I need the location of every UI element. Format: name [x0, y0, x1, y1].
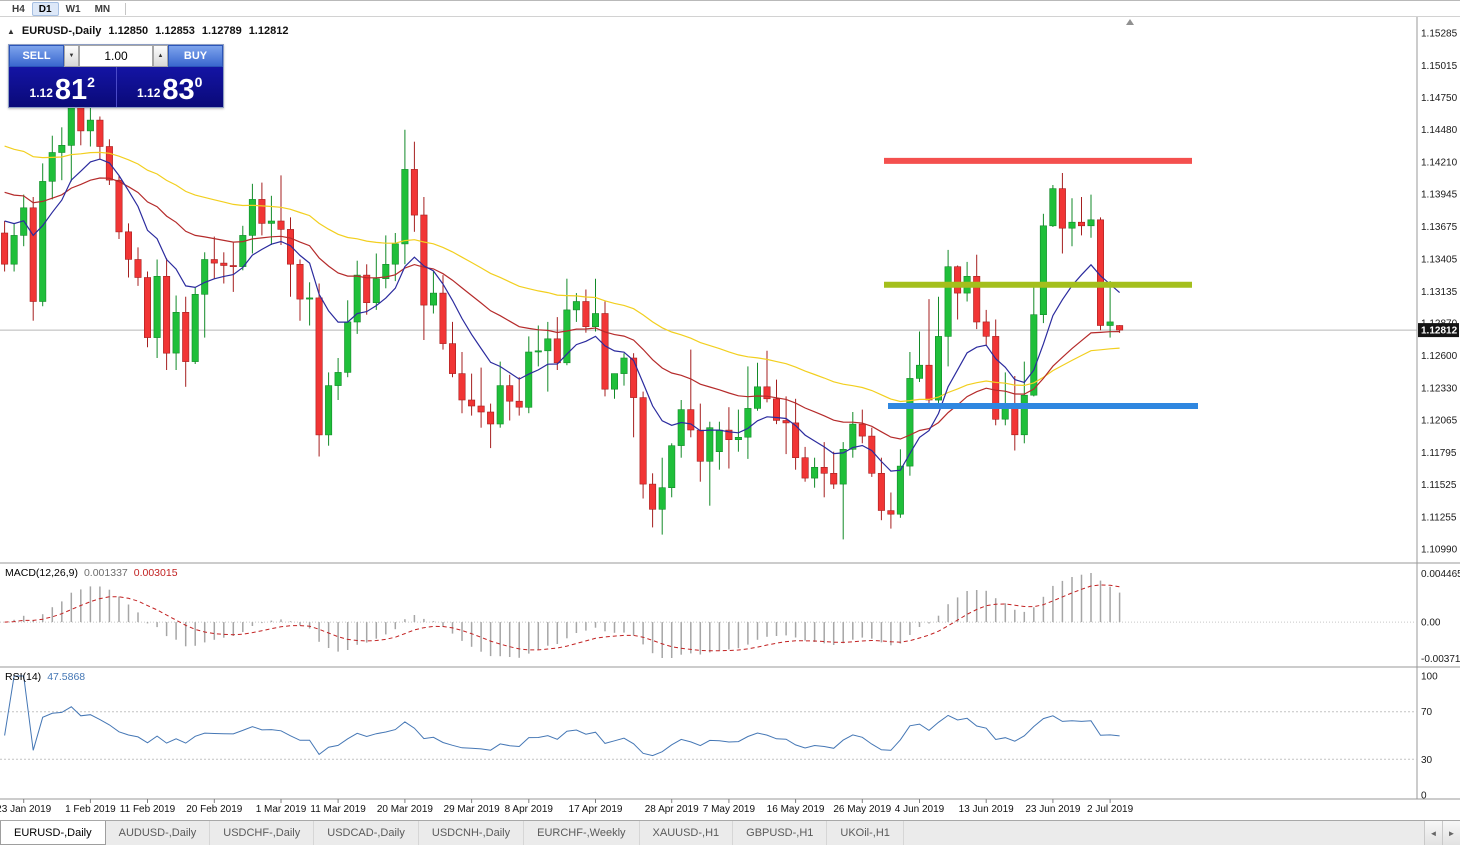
buy-price-display[interactable]: 1.12 83 0: [117, 67, 224, 107]
macd-signal-value: 0.003015: [133, 567, 178, 579]
svg-text:0.00: 0.00: [1421, 618, 1441, 629]
svg-text:11 Feb 2019: 11 Feb 2019: [120, 804, 176, 815]
svg-text:1 Feb 2019: 1 Feb 2019: [65, 804, 116, 815]
timeframe-button-w1[interactable]: W1: [65, 3, 81, 15]
timeframe-button-mn[interactable]: MN: [94, 3, 111, 15]
toolbar-divider: [125, 2, 127, 15]
svg-text:30: 30: [1421, 755, 1433, 766]
svg-text:0: 0: [1421, 791, 1427, 802]
svg-text:-0.003715: -0.003715: [1421, 654, 1460, 665]
svg-text:4 Jun 2019: 4 Jun 2019: [895, 804, 945, 815]
svg-text:20 Mar 2019: 20 Mar 2019: [377, 804, 434, 815]
svg-text:1.14750: 1.14750: [1421, 93, 1458, 104]
chart-tab-ukoil-h1[interactable]: UKOil-,H1: [827, 821, 904, 845]
rsi-line: [4, 675, 1120, 757]
buy-price-prefix: 1.12: [137, 86, 161, 100]
svg-text:23 Jun 2019: 23 Jun 2019: [1025, 804, 1080, 815]
svg-text:20 Feb 2019: 20 Feb 2019: [186, 804, 243, 815]
svg-text:1.15285: 1.15285: [1421, 29, 1458, 40]
svg-text:1.10990: 1.10990: [1421, 545, 1458, 556]
chart-tab-xauusd-h1[interactable]: XAUUSD-,H1: [640, 821, 734, 845]
svg-text:8 Apr 2019: 8 Apr 2019: [505, 804, 554, 815]
volume-decrement-icon[interactable]: ▼: [64, 45, 79, 67]
svg-text:1.14480: 1.14480: [1421, 125, 1458, 136]
ohlc-header: ▲ EURUSD-,Daily 1.12850 1.12853 1.12789 …: [7, 25, 288, 37]
svg-text:29 Mar 2019: 29 Mar 2019: [444, 804, 501, 815]
svg-text:0.004465: 0.004465: [1421, 569, 1460, 580]
tab-scroll-right-icon[interactable]: ►: [1442, 821, 1460, 845]
svg-text:2 Jul 2019: 2 Jul 2019: [1087, 804, 1134, 815]
svg-text:1.15015: 1.15015: [1421, 61, 1458, 72]
svg-text:1 Mar 2019: 1 Mar 2019: [256, 804, 307, 815]
svg-text:1.12812: 1.12812: [1421, 326, 1458, 337]
svg-text:11 Mar 2019: 11 Mar 2019: [310, 804, 366, 815]
chart-tabbar: EURUSD-,Daily AUDUSD-,Daily USDCHF-,Daily U…: [0, 820, 1460, 845]
volume-input[interactable]: [79, 45, 153, 67]
svg-text:7 May 2019: 7 May 2019: [703, 804, 756, 815]
current-price-tag: [1418, 323, 1459, 338]
sell-price-prefix: 1.12: [29, 86, 53, 100]
svg-text:16 May 2019: 16 May 2019: [767, 804, 825, 815]
chart-shift-marker-icon[interactable]: [1126, 19, 1134, 25]
sell-button[interactable]: SELL: [9, 45, 64, 67]
macd-indicator-label: MACD(12,26,9) 0.001337 0.003015: [5, 567, 178, 579]
svg-text:13 Jun 2019: 13 Jun 2019: [959, 804, 1014, 815]
svg-text:1.13135: 1.13135: [1421, 287, 1458, 298]
chart-tab-eurusd-daily[interactable]: EURUSD-,Daily: [0, 821, 106, 845]
buy-price-pips: 83: [162, 74, 195, 107]
tab-scroll-left-icon[interactable]: ◄: [1424, 821, 1442, 845]
timeframe-button-h4[interactable]: H4: [12, 3, 25, 15]
svg-text:70: 70: [1421, 707, 1433, 718]
svg-text:17 Apr 2019: 17 Apr 2019: [569, 804, 623, 815]
sell-price-pips: 81: [54, 74, 88, 107]
svg-text:1.11525: 1.11525: [1421, 480, 1457, 491]
buy-button[interactable]: BUY: [168, 45, 223, 67]
svg-text:26 May 2019: 26 May 2019: [833, 804, 891, 815]
svg-text:1.13405: 1.13405: [1421, 254, 1458, 265]
macd-histogram: [13, 573, 1121, 658]
chart-tab-usdcnh-daily[interactable]: USDCNH-,Daily: [419, 821, 525, 845]
timeframe-button-d1[interactable]: D1: [31, 1, 59, 16]
svg-text:28 Apr 2019: 28 Apr 2019: [645, 804, 699, 815]
chart-tab-usdcad-daily[interactable]: USDCAD-,Daily: [314, 821, 419, 845]
sell-price-display[interactable]: 1.12 81 2: [9, 67, 117, 107]
svg-text:1.11795: 1.11795: [1421, 448, 1457, 459]
svg-text:1.13675: 1.13675: [1421, 222, 1458, 233]
svg-text:1.12600: 1.12600: [1421, 351, 1458, 362]
chart-tab-gbpusd-h1[interactable]: GBPUSD-,H1: [733, 821, 828, 845]
svg-text:1.12065: 1.12065: [1421, 415, 1458, 426]
chart-tab-eurchf-weekly[interactable]: EURCHF-,Weekly: [524, 821, 640, 845]
rsi-indicator-label: RSI(14) 47.5868: [5, 671, 85, 683]
one-click-trading-panel: SELL ▼ ▲ BUY 1.12 81 2 1.12 83 0: [8, 44, 224, 108]
ohlc-low: 1.12789: [201, 25, 242, 37]
symbol-label: EURUSD-,Daily: [21, 25, 102, 37]
timeframe-toolbar: H4 D1 W1 MN: [0, 0, 1460, 17]
ohlc-open: 1.12850: [108, 25, 149, 37]
macd-main-value: 0.001337: [83, 567, 128, 579]
svg-text:100: 100: [1421, 672, 1438, 683]
macd-name: MACD(12,26,9): [5, 567, 78, 579]
ohlc-high: 1.12853: [155, 25, 195, 37]
ohlc-close: 1.12812: [248, 25, 289, 37]
chart-tab-audusd-daily[interactable]: AUDUSD-,Daily: [106, 821, 211, 845]
macd-signal-line: [4, 584, 1120, 652]
volume-increment-icon[interactable]: ▲: [153, 45, 168, 67]
svg-text:23 Jan 2019: 23 Jan 2019: [0, 804, 52, 815]
one-click-toggle-icon[interactable]: ▲: [7, 26, 15, 36]
rsi-name: RSI(14): [5, 671, 42, 683]
buy-price-point: 0: [194, 74, 203, 90]
svg-text:1.12330: 1.12330: [1421, 384, 1458, 395]
svg-text:1.13945: 1.13945: [1421, 190, 1458, 201]
svg-text:1.11255: 1.11255: [1421, 513, 1457, 524]
svg-text:1.14210: 1.14210: [1421, 158, 1458, 169]
chart-tab-usdchf-daily[interactable]: USDCHF-,Daily: [210, 821, 315, 845]
tab-scroll-arrows: ◄ ►: [1424, 821, 1460, 845]
chart-canvas[interactable]: 1.15285 1.15015 1.14750 1.14480 1.14210 1.139…: [0, 17, 1460, 820]
sell-price-point: 2: [87, 74, 95, 90]
rsi-value: 47.5868: [47, 671, 86, 683]
